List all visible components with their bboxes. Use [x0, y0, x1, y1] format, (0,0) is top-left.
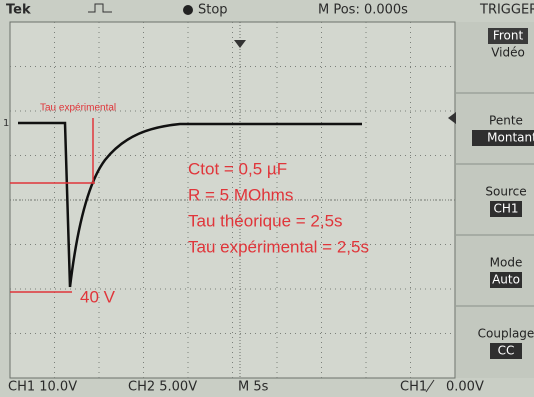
note: Tau théorique = 2,5s [188, 211, 343, 230]
page: Tek Stop M Pos: 0.000s TRIGGER Front Vidé… [0, 0, 534, 397]
note: R = 5 MOhms [188, 185, 293, 204]
menu-value: Vidéo [491, 46, 525, 60]
note: Tau expérimental = 2,5s [188, 237, 369, 256]
run-indicator [183, 5, 193, 15]
brand: Tek [6, 3, 31, 18]
time-scale: M 5s [238, 380, 269, 395]
acquisition-state: Stop [198, 3, 228, 18]
trigger-level: 0.00V [446, 380, 484, 395]
menu-label: Source [485, 185, 526, 199]
horizontal-position: M Pos: 0.000s [318, 3, 408, 18]
ch2-scale: CH2 5.00V [128, 380, 197, 395]
menu-value: Montant [487, 131, 534, 145]
note: Ctot = 0,5 µF [188, 159, 287, 178]
voltage-label: 40 V [80, 287, 116, 306]
channel-marker: 1 [3, 118, 9, 129]
menu-title: TRIGGER [479, 3, 534, 18]
menu-label: Pente [489, 114, 523, 128]
menu-value: CH1 [493, 202, 518, 216]
menu-label: Couplage [478, 327, 534, 341]
menu-panel [456, 22, 534, 378]
menu-value: Auto [492, 273, 520, 287]
trigger-source: CH1 [400, 380, 427, 395]
tau-label: Tau expérimental [40, 103, 116, 114]
menu-label: Front [493, 29, 524, 43]
menu-value: CC [498, 344, 515, 358]
oscilloscope: Tek Stop M Pos: 0.000s TRIGGER Front Vidé… [0, 0, 534, 397]
menu-label: Mode [490, 256, 523, 270]
ch1-scale: CH1 10.0V [8, 380, 77, 395]
side-menu: Front Vidéo Pente Montant Source CH1 Mode Auto C… [456, 22, 534, 378]
